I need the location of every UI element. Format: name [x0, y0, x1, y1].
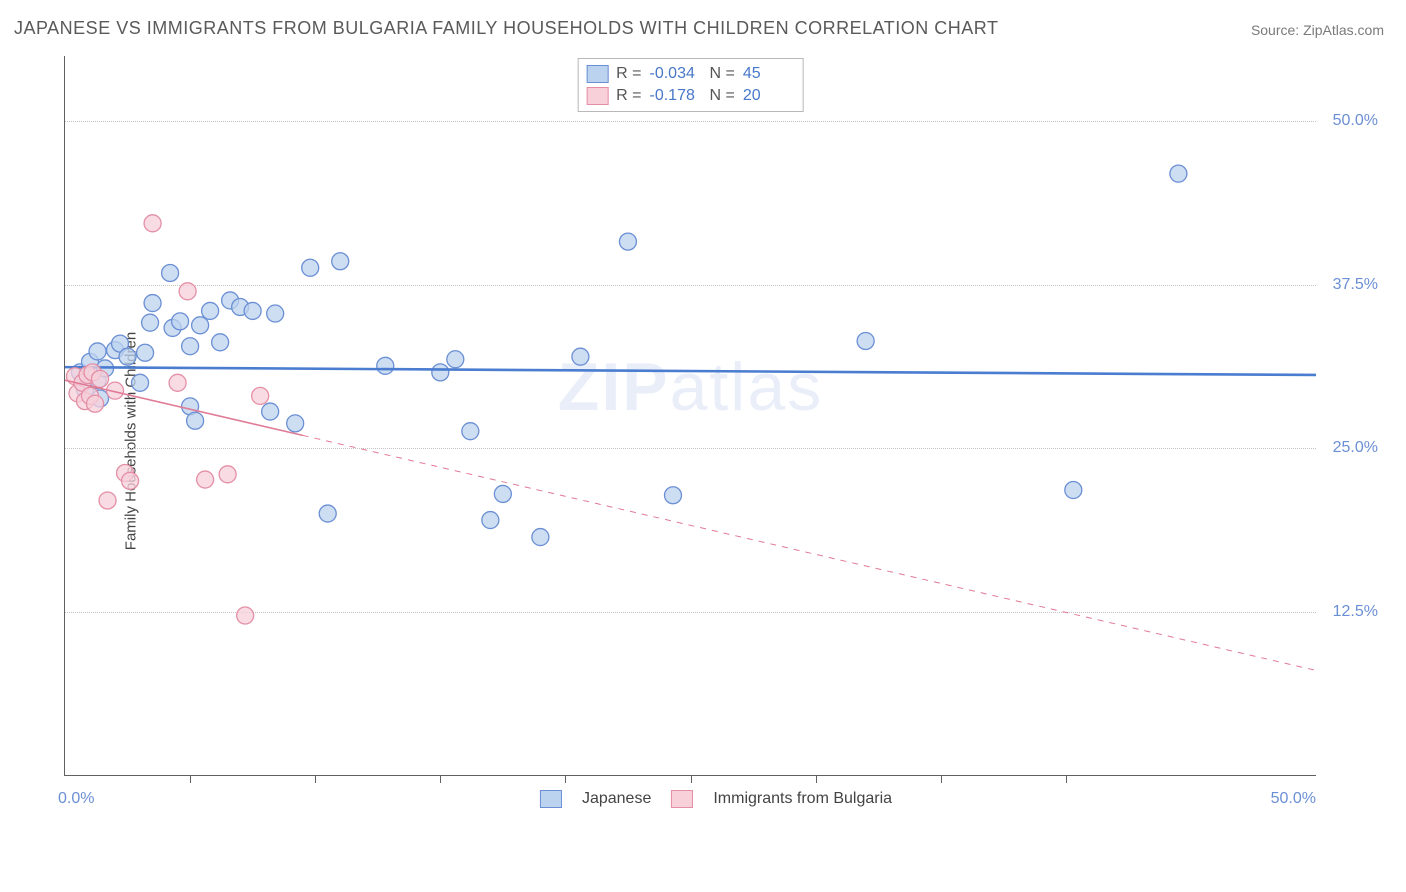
stat-n-label: N = — [710, 63, 735, 85]
legend-series-label: Japanese — [582, 790, 651, 808]
stat-r-value: -0.178 — [650, 85, 702, 107]
swatch-icon — [540, 790, 562, 808]
chart-title: JAPANESE VS IMMIGRANTS FROM BULGARIA FAM… — [14, 18, 998, 39]
stat-r-value: -0.034 — [650, 63, 702, 85]
y-tick-label: 37.5% — [1333, 276, 1378, 294]
plot-area: ZIPatlas R = -0.034 N = 45 R = -0.178 N … — [64, 56, 1316, 776]
x-axis-max-label: 50.0% — [1271, 790, 1316, 808]
swatch-icon — [586, 65, 608, 83]
legend-stats: R = -0.034 N = 45 R = -0.178 N = 20 — [577, 58, 804, 112]
source-label: Source: ZipAtlas.com — [1251, 22, 1384, 38]
stat-n-value: 20 — [743, 85, 795, 107]
legend-series: Japanese Immigrants from Bulgaria — [540, 790, 892, 808]
scatter-svg — [65, 56, 1316, 775]
y-tick-label: 50.0% — [1333, 112, 1378, 130]
chart-container: Family Households with Children ZIPatlas… — [46, 56, 1386, 826]
legend-stats-row: R = -0.034 N = 45 — [586, 63, 795, 85]
stat-n-value: 45 — [743, 63, 795, 85]
stat-r-label: R = — [616, 63, 641, 85]
stat-r-label: R = — [616, 85, 641, 107]
legend-series-label: Immigrants from Bulgaria — [713, 790, 892, 808]
stat-n-label: N = — [710, 85, 735, 107]
x-axis-min-label: 0.0% — [58, 790, 94, 808]
swatch-icon — [671, 790, 693, 808]
swatch-icon — [586, 87, 608, 105]
legend-stats-row: R = -0.178 N = 20 — [586, 85, 795, 107]
y-tick-label: 12.5% — [1333, 603, 1378, 621]
y-tick-label: 25.0% — [1333, 439, 1378, 457]
